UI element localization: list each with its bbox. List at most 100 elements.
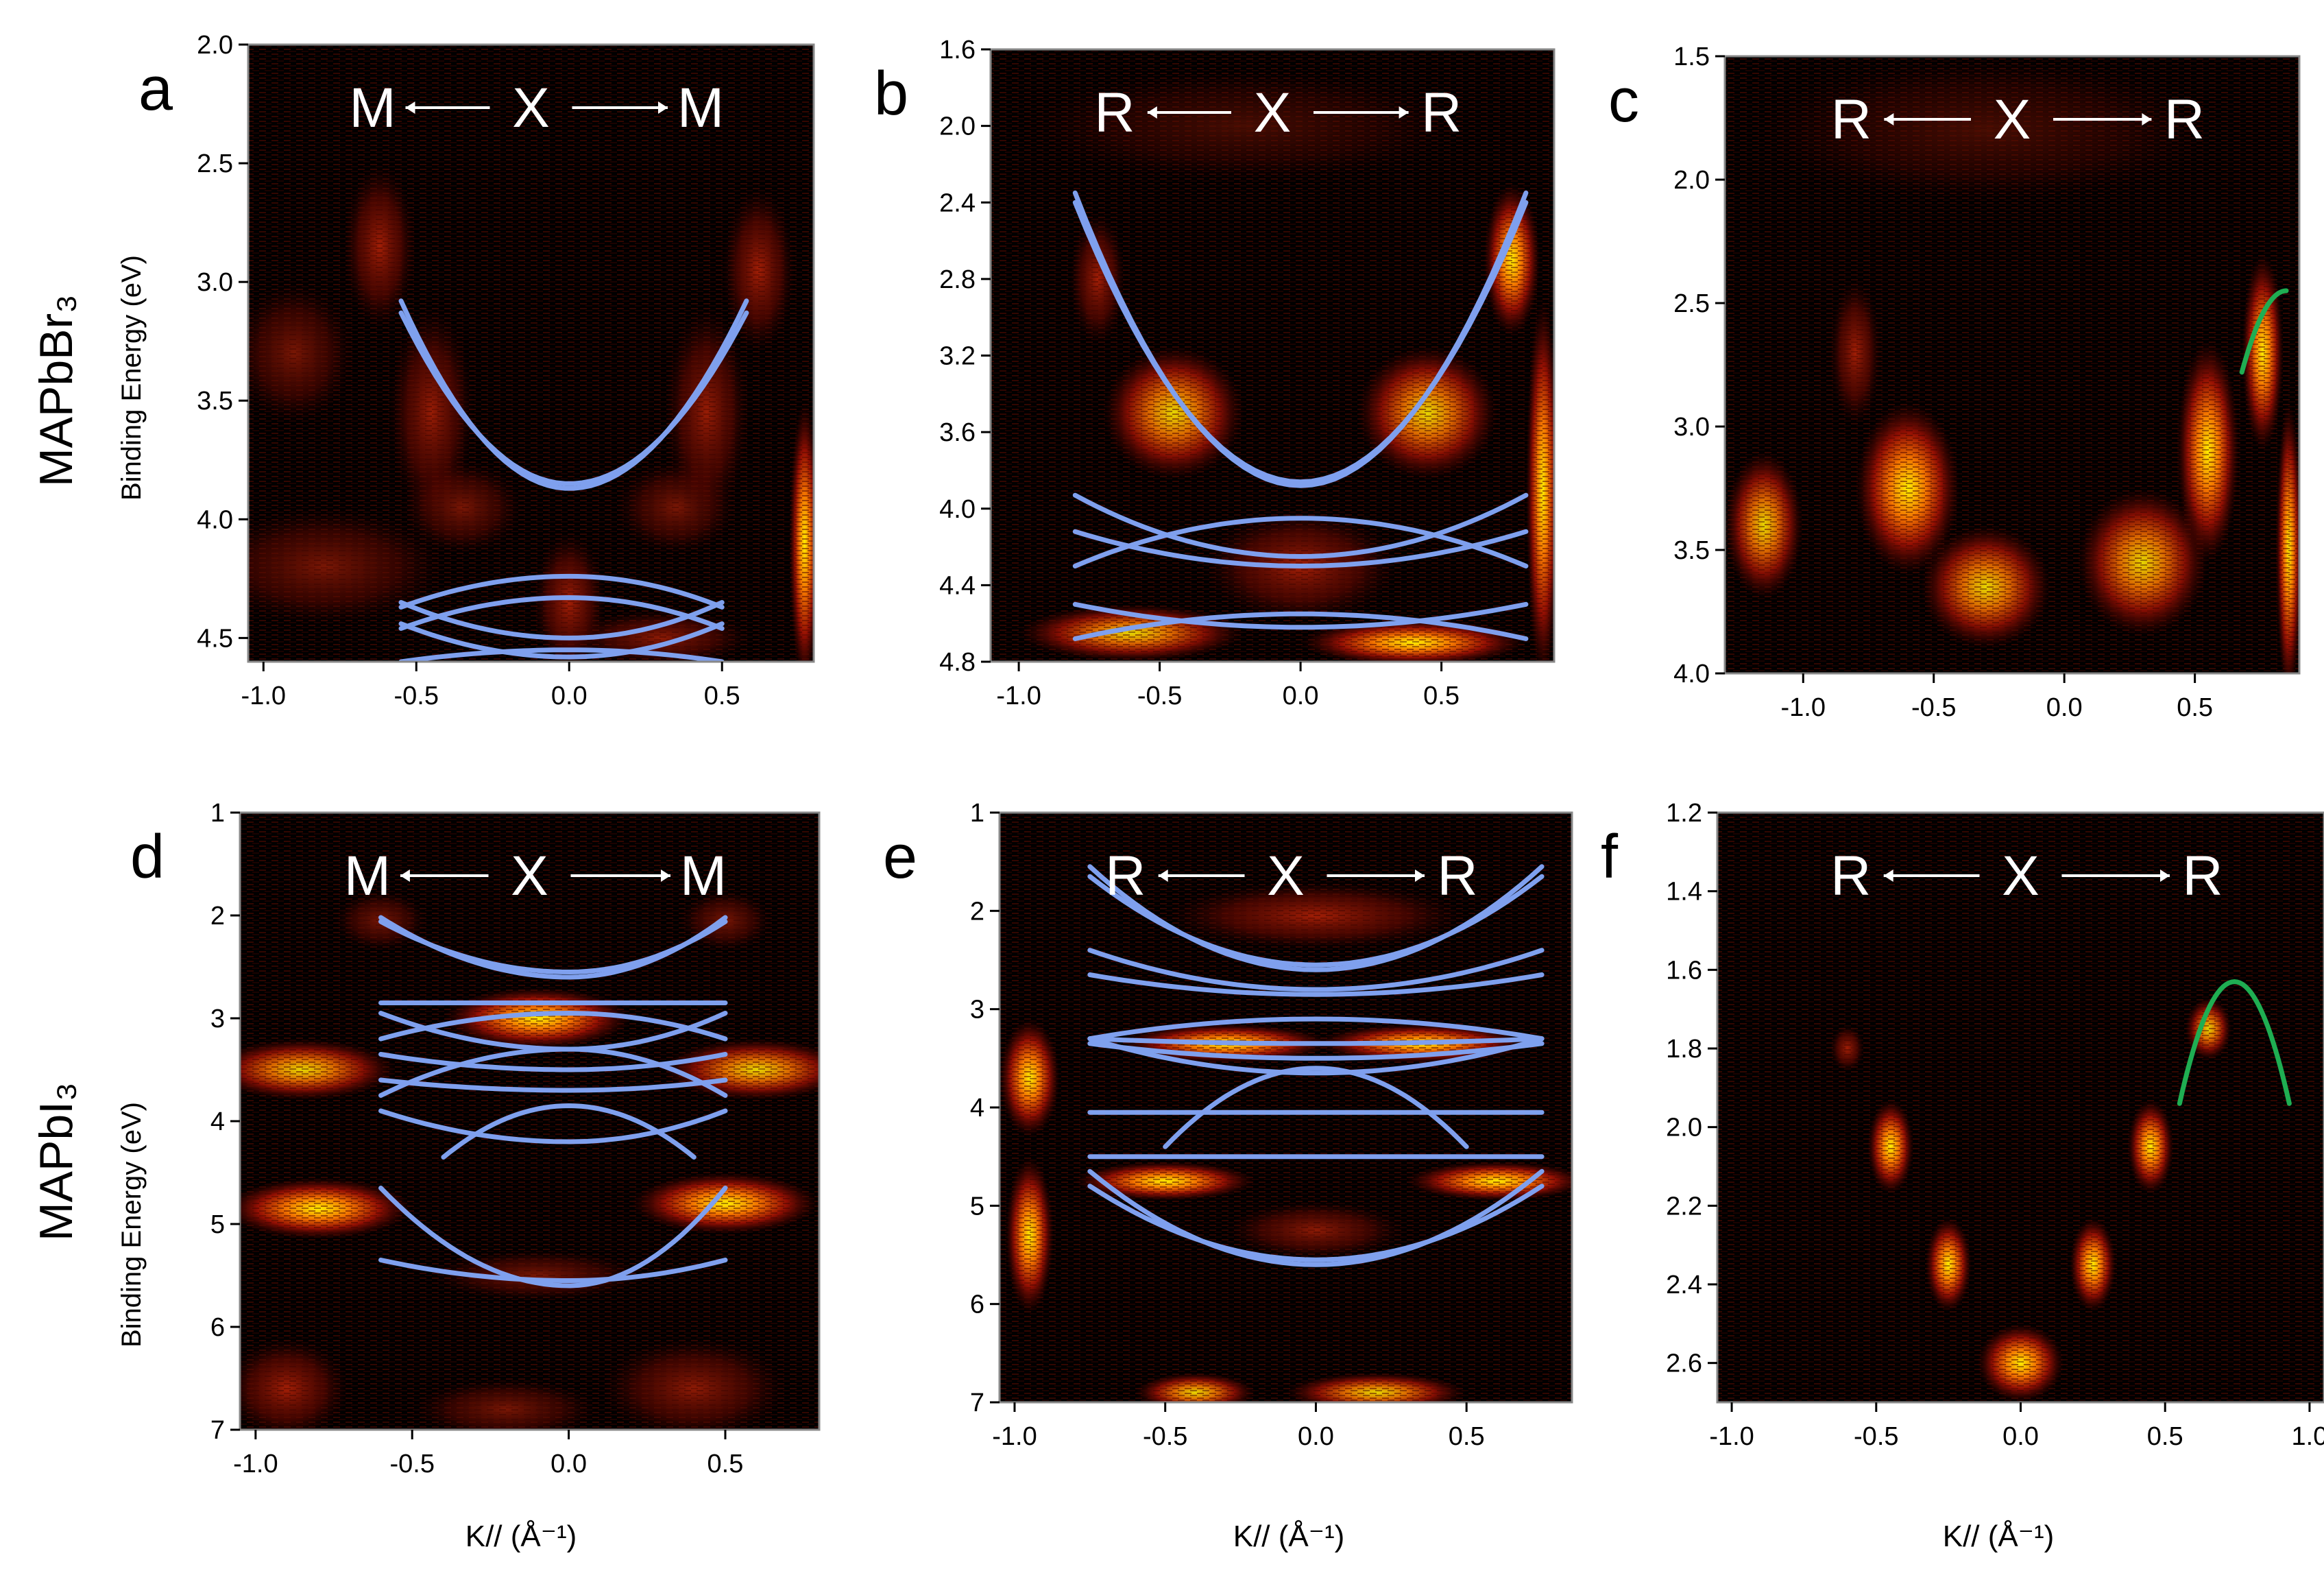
ytick-label-a-2: 3.0 xyxy=(197,268,233,297)
panel-a: M X Ma 2.0 2.5 3.0 3.5 4.0 4.5 -1.0 -0.5 0.0 0.5 xyxy=(138,31,815,710)
path-arrow-e-1 xyxy=(1327,870,1425,882)
xtick-label-f-1: -0.5 xyxy=(1854,1422,1898,1451)
path-arrow-d-1 xyxy=(570,870,670,882)
xtick-label-a-2: 0.0 xyxy=(551,682,588,710)
panel-f: R X Rf 1.2 1.4 1.6 1.8 2.0 2.2 2.4 2.6 -1.0 -0.5 0.0 0… xyxy=(1601,799,2324,1451)
ytick-label-c-4: 3.5 xyxy=(1673,536,1710,565)
band-curve-b-3 xyxy=(1072,529,1529,569)
panel-label-d: d xyxy=(130,823,165,891)
path-label-right-d: M xyxy=(680,845,727,907)
ytick-label-d-3: 4 xyxy=(210,1107,225,1136)
x-axis-label-f: K// (Å⁻¹) xyxy=(1943,1520,2055,1553)
band-curve-d-9 xyxy=(441,1103,697,1160)
panel-label-b: b xyxy=(874,60,908,128)
band-curve-a-1 xyxy=(398,310,749,486)
ytick-label-a-1: 2.5 xyxy=(197,149,233,178)
ytick-label-b-0: 1.6 xyxy=(939,36,976,64)
path-label-right-a: M xyxy=(677,77,724,139)
xtick-label-e-2: 0.0 xyxy=(1298,1422,1334,1451)
path-arrow-a-0 xyxy=(405,101,490,114)
ytick-label-d-0: 1 xyxy=(210,799,225,828)
path-label-left-f: R xyxy=(1830,845,1871,907)
ytick-label-c-2: 2.5 xyxy=(1673,289,1710,318)
panel-label-e: e xyxy=(883,823,917,891)
band-curve-b-5 xyxy=(1072,601,1529,630)
noise-texture-c xyxy=(1725,56,2299,673)
path-arrow-e-0 xyxy=(1158,870,1245,882)
ytick-label-f-0: 1.2 xyxy=(1666,799,1702,828)
x-axis-label-e: K// (Å⁻¹) xyxy=(1233,1520,1345,1553)
panel-label-a: a xyxy=(138,55,173,123)
band-curve-e-3 xyxy=(1087,972,1545,997)
band-curve-e-8 xyxy=(1087,1041,1545,1061)
xtick-label-a-0: -1.0 xyxy=(241,682,286,710)
ytick-label-b-7: 4.4 xyxy=(939,571,976,600)
band-curve-e-9 xyxy=(1163,1066,1469,1149)
ytick-label-b-2: 2.4 xyxy=(939,189,976,217)
band-curve-a-6 xyxy=(398,647,725,662)
path-label-center-c: X xyxy=(1994,88,2031,151)
xtick-label-f-2: 0.0 xyxy=(2002,1422,2039,1451)
ytick-label-b-1: 2.0 xyxy=(939,112,976,141)
path-label-center-f: X xyxy=(2002,845,2039,907)
xtick-label-f-4: 1.0 xyxy=(2292,1422,2324,1451)
ytick-label-e-3: 4 xyxy=(970,1094,984,1123)
xtick-label-b-3: 0.5 xyxy=(1423,682,1460,710)
ytick-label-d-5: 6 xyxy=(210,1313,225,1342)
xtick-label-b-2: 0.0 xyxy=(1283,682,1319,710)
ytick-label-e-5: 6 xyxy=(970,1291,984,1319)
band-curve-e-6 xyxy=(1087,1036,1545,1076)
band-curve-d-1 xyxy=(378,919,728,975)
xtick-label-b-1: -0.5 xyxy=(1137,682,1182,710)
ytick-label-f-6: 2.4 xyxy=(1666,1271,1702,1299)
xtick-label-a-3: 0.5 xyxy=(704,682,740,710)
path-label-left-c: R xyxy=(1831,88,1872,151)
xtick-label-d-1: -0.5 xyxy=(389,1450,434,1478)
xtick-label-d-2: 0.0 xyxy=(550,1450,587,1478)
ytick-label-e-1: 2 xyxy=(970,897,984,926)
ytick-label-f-1: 1.4 xyxy=(1666,878,1702,907)
path-label-center-b: X xyxy=(1254,82,1292,144)
xtick-label-f-3: 0.5 xyxy=(2147,1422,2183,1451)
path-label-right-c: R xyxy=(2164,88,2205,151)
band-curve-b-1 xyxy=(1072,200,1529,485)
band-curve-a-5 xyxy=(398,621,725,660)
path-label-right-f: R xyxy=(2182,845,2223,907)
xtick-label-a-1: -0.5 xyxy=(394,682,439,710)
panel-b: R X Rb 1.6 2.0 2.4 2.8 3.2 3.6 4.0 4.4 4.8 -1.0 -0.5 0… xyxy=(874,36,1556,710)
band-curve-b-2 xyxy=(1072,492,1529,560)
path-label-center-a: X xyxy=(512,77,550,139)
ytick-label-c-5: 4.0 xyxy=(1673,660,1710,688)
band-curve-e-11 xyxy=(1087,1168,1545,1267)
path-label-left-b: R xyxy=(1094,82,1135,144)
band-curve-d-7 xyxy=(378,1046,728,1098)
path-label-center-e: X xyxy=(1267,845,1305,907)
band-curve-d-6 xyxy=(378,1077,728,1093)
xtick-label-c-1: -0.5 xyxy=(1911,693,1956,722)
ytick-label-a-5: 4.5 xyxy=(197,624,233,653)
path-arrow-d-0 xyxy=(400,870,489,882)
xtick-label-d-3: 0.5 xyxy=(707,1450,744,1478)
ytick-label-f-3: 1.8 xyxy=(1666,1035,1702,1064)
band-curve-d-8 xyxy=(378,1108,728,1144)
xtick-label-c-2: 0.0 xyxy=(2046,693,2083,722)
band-curve-a-3 xyxy=(398,600,725,640)
ytick-label-a-3: 3.5 xyxy=(197,387,233,416)
ytick-label-b-5: 3.6 xyxy=(939,418,976,447)
xtick-label-e-0: -1.0 xyxy=(992,1422,1037,1451)
path-label-left-e: R xyxy=(1105,845,1146,907)
band-curve-d-10 xyxy=(378,1186,728,1288)
ytick-label-e-0: 1 xyxy=(970,799,984,828)
band-curve-e-5 xyxy=(1087,1036,1545,1046)
band-curve-a-2 xyxy=(398,573,725,610)
ytick-label-d-6: 7 xyxy=(210,1416,225,1445)
noise-texture-f xyxy=(1717,813,2324,1402)
noise-texture-e xyxy=(1000,813,1572,1402)
y-axis-label-bottom: Binding Energy (eV) xyxy=(117,1102,147,1347)
band-curve-e-12 xyxy=(1087,1184,1545,1262)
xtick-label-f-0: -1.0 xyxy=(1709,1422,1754,1451)
ytick-label-b-3: 2.8 xyxy=(939,265,976,294)
path-label-left-d: M xyxy=(344,845,391,907)
ytick-label-b-8: 4.8 xyxy=(939,648,976,677)
